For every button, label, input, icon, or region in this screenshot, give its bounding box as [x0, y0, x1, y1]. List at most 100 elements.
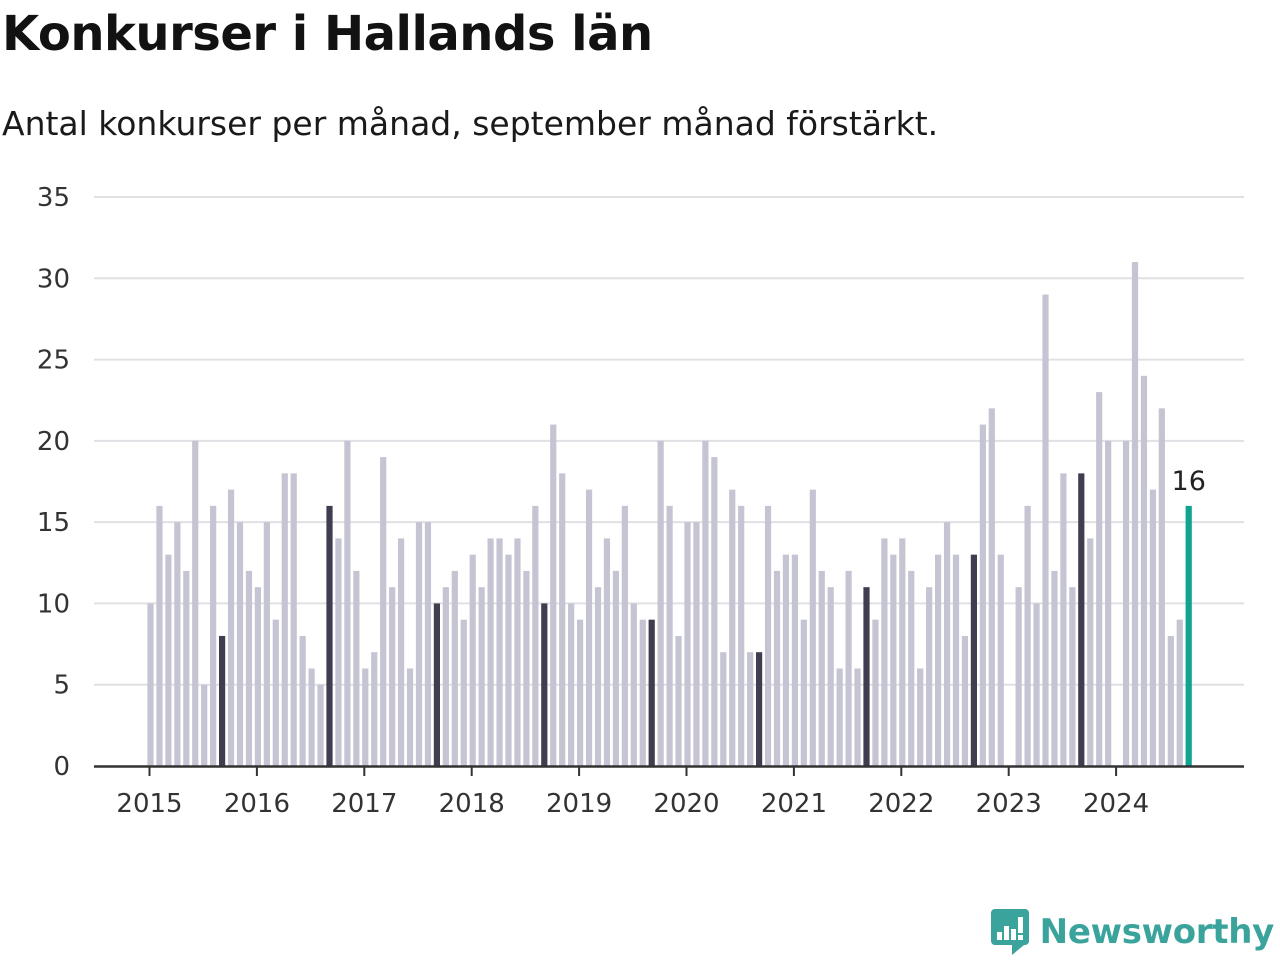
bar [1060, 473, 1067, 766]
bar [666, 505, 673, 766]
bar [1024, 505, 1031, 766]
bar [809, 489, 816, 766]
bar [281, 473, 288, 766]
x-tick-label: 2019 [546, 789, 612, 819]
bar [308, 668, 315, 766]
y-tick-label: 25 [37, 346, 70, 376]
bar [165, 554, 172, 766]
bar [899, 538, 906, 766]
bar [201, 684, 208, 766]
bar [943, 522, 951, 766]
chart-subtitle: Antal konkurser per månad, september mån… [2, 104, 939, 143]
bar-chart: 0 5 10 15 20 25 30 35 2015 2016 2017 2018 2019 2020 20… [37, 183, 1244, 819]
bar [639, 619, 646, 766]
bar [398, 538, 405, 766]
bar [1167, 635, 1174, 766]
bar [782, 554, 790, 766]
bar [1096, 392, 1103, 766]
bar [1176, 619, 1183, 766]
bar [1149, 489, 1156, 766]
y-tick-label: 15 [37, 508, 70, 538]
bar [174, 522, 181, 766]
bar [585, 489, 593, 766]
bar [747, 652, 754, 766]
x-tick-label: 2023 [976, 789, 1042, 819]
bar [818, 570, 825, 766]
bar [487, 538, 494, 766]
bar [505, 554, 512, 766]
bar [406, 668, 414, 766]
x-tick-label: 2016 [224, 789, 290, 819]
x-tick-label: 2020 [653, 789, 719, 819]
bar [764, 505, 772, 766]
bar [415, 522, 423, 766]
bar-september [541, 603, 548, 766]
bar [460, 619, 467, 766]
bar [1051, 570, 1058, 766]
bar [496, 538, 503, 766]
bar-latest [1185, 505, 1192, 766]
latest-value-label: 16 [1172, 466, 1206, 497]
bar [711, 457, 718, 766]
bar [1158, 408, 1165, 766]
bar-september [648, 619, 655, 766]
bar-september [863, 587, 870, 766]
bar [1105, 440, 1112, 766]
bar [272, 619, 279, 766]
bar [997, 554, 1004, 766]
bar [532, 505, 539, 766]
bar [1122, 440, 1130, 766]
bar [917, 668, 924, 766]
bar [827, 587, 834, 766]
brand-name: Newsworthy [1039, 912, 1275, 952]
bar [1042, 294, 1049, 766]
bar [451, 570, 458, 766]
y-tick-label: 20 [37, 427, 70, 457]
chart-title: Konkurser i Hallands län [2, 6, 653, 62]
bar [469, 554, 476, 766]
bar [1015, 587, 1022, 766]
y-tick-label: 10 [37, 589, 70, 619]
bar [210, 505, 217, 766]
y-tick-label: 5 [53, 671, 70, 701]
bar [299, 635, 306, 766]
x-tick-label: 2018 [439, 789, 505, 819]
y-tick-label: 35 [37, 183, 70, 213]
bar [979, 424, 986, 766]
bar [183, 570, 190, 766]
bar [738, 505, 745, 766]
bar [559, 473, 566, 766]
y-tick-label: 0 [53, 752, 70, 782]
bar [890, 554, 897, 766]
bar [478, 587, 485, 766]
bar [675, 635, 682, 766]
bar-september [219, 635, 226, 766]
bar [854, 668, 861, 766]
bar [845, 570, 852, 766]
x-tick-label: 2024 [1083, 789, 1149, 819]
bar [908, 570, 915, 766]
bar [603, 538, 611, 766]
bar [254, 587, 261, 766]
bar [952, 554, 960, 766]
bar [800, 619, 807, 766]
bar [594, 587, 602, 766]
bar [263, 522, 270, 766]
bar [836, 668, 843, 766]
bar [988, 408, 995, 766]
bar [371, 652, 378, 766]
bar [961, 635, 969, 766]
x-tick-label: 2015 [116, 789, 182, 819]
bar-september [433, 603, 440, 766]
bar [621, 505, 628, 766]
bar [720, 652, 727, 766]
bar [353, 570, 360, 766]
bar [935, 554, 942, 766]
bar [389, 587, 396, 766]
bar [872, 619, 879, 766]
bar [568, 603, 575, 766]
bar [702, 440, 709, 766]
bar [630, 603, 637, 766]
bar [523, 570, 530, 766]
bar-september [1078, 473, 1085, 766]
